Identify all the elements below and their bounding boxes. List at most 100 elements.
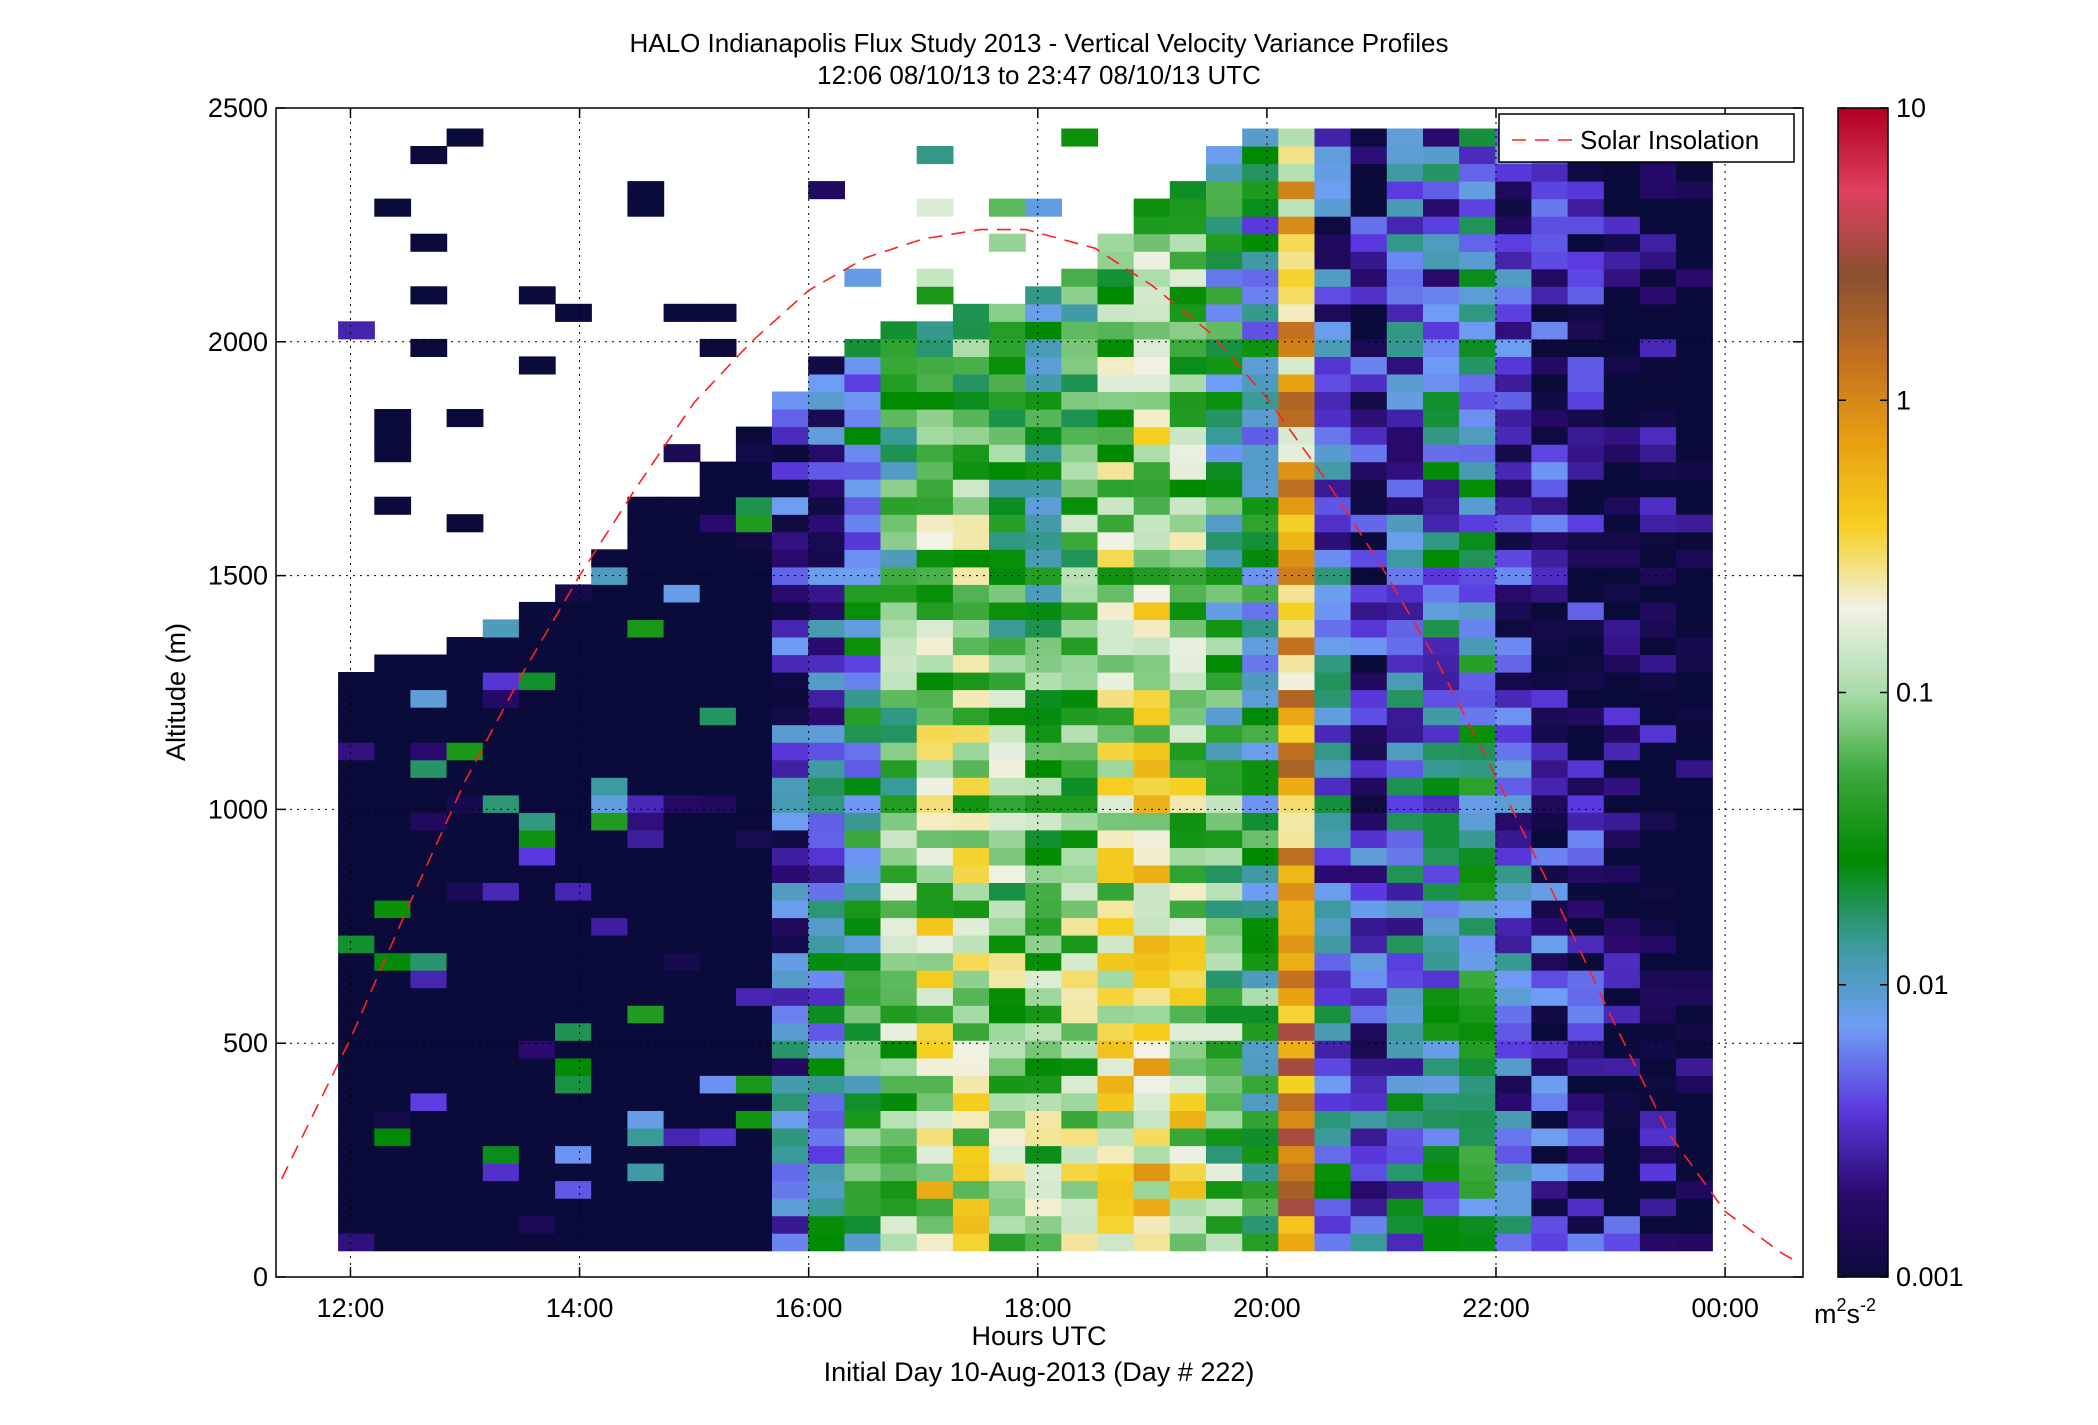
heatmap-cell (627, 496, 665, 515)
heatmap-cell (880, 777, 918, 796)
heatmap-cell (1423, 917, 1460, 936)
heatmap-cell (1386, 1092, 1424, 1111)
heatmap-cell (1423, 1040, 1460, 1059)
heatmap-cell (1639, 1163, 1677, 1182)
heatmap-cell (1531, 759, 1569, 778)
heatmap-cell (844, 426, 882, 445)
heatmap-cell (1278, 1092, 1316, 1111)
heatmap-cell (952, 829, 990, 848)
heatmap-cell (699, 637, 737, 656)
heatmap-cell (410, 1110, 448, 1129)
heatmap-cell (1133, 1075, 1171, 1094)
heatmap-cell (410, 917, 448, 936)
heatmap-cell (627, 1022, 665, 1041)
heatmap-cell (1242, 847, 1279, 866)
heatmap-cell (1603, 1022, 1641, 1041)
heatmap-cell (1169, 461, 1207, 480)
heatmap-cell (1025, 198, 1062, 217)
heatmap-cell (916, 672, 954, 691)
heatmap-cell (808, 952, 845, 971)
colorbar-tick-label: 0.01 (1896, 970, 1949, 1000)
heatmap-cell (699, 479, 737, 498)
heatmap-cell (1278, 321, 1316, 340)
heatmap-cell (1459, 146, 1496, 165)
heatmap-cell (1206, 356, 1243, 375)
heatmap-cell (1242, 689, 1279, 708)
heatmap-cell (1097, 689, 1135, 708)
heatmap-cell (1133, 829, 1171, 848)
heatmap-cell (844, 584, 882, 603)
heatmap-cell (772, 1163, 809, 1182)
heatmap-cell (916, 1128, 954, 1147)
heatmap-cell (699, 514, 737, 533)
heatmap-cell (1350, 1233, 1388, 1252)
heatmap-cell (1531, 426, 1569, 445)
heatmap-cell (1423, 391, 1460, 410)
heatmap-cell (518, 1057, 556, 1076)
heatmap-cell (916, 987, 954, 1006)
heatmap-cell (916, 742, 954, 761)
heatmap-cell (1133, 1057, 1171, 1076)
heatmap-cell (518, 829, 556, 848)
heatmap-cell (1639, 864, 1677, 883)
heatmap-cell (555, 794, 592, 813)
heatmap-cell (1242, 777, 1279, 796)
heatmap-cell (446, 514, 484, 533)
heatmap-cell (446, 1022, 484, 1041)
heatmap-cell (1242, 268, 1279, 287)
heatmap-cell (410, 1198, 448, 1217)
heatmap-cell (1676, 1040, 1713, 1059)
heatmap-cell (1206, 900, 1243, 919)
heatmap-cell (880, 654, 918, 673)
heatmap-cell (1531, 1163, 1569, 1182)
heatmap-cell (989, 1022, 1026, 1041)
heatmap-cell (1676, 1110, 1713, 1129)
heatmap-cell (1676, 777, 1713, 796)
heatmap-cell (880, 724, 918, 743)
heatmap-cell (1350, 654, 1388, 673)
heatmap-cell (880, 794, 918, 813)
heatmap-cell (1603, 268, 1641, 287)
heatmap-cell (808, 812, 845, 831)
heatmap-cell (446, 882, 484, 901)
heatmap-cell (338, 672, 375, 691)
heatmap-cell (989, 1075, 1026, 1094)
heatmap-cell (1495, 1180, 1533, 1199)
heatmap-cell (663, 812, 701, 831)
heatmap-cell (555, 1040, 592, 1059)
heatmap-cell (663, 1005, 701, 1024)
heatmap-cell (1097, 1075, 1135, 1094)
heatmap-cell (989, 672, 1026, 691)
heatmap-cell (1133, 917, 1171, 936)
heatmap-cell (410, 1215, 448, 1234)
heatmap-cell (1061, 356, 1099, 375)
colorbar-gradient (1837, 107, 1889, 1278)
heatmap-cell (1603, 321, 1641, 340)
heatmap-cell (374, 707, 412, 726)
heatmap-cell (1097, 1128, 1135, 1147)
heatmap-cell (518, 356, 556, 375)
heatmap-cell (1423, 251, 1460, 270)
heatmap-cell (1133, 952, 1171, 971)
heatmap-cell (1025, 952, 1062, 971)
heatmap-cell (1639, 742, 1677, 761)
heatmap-cell (989, 391, 1026, 410)
colorbar-unit-sup1: 2 (1837, 1295, 1847, 1315)
heatmap-cell (1206, 584, 1243, 603)
heatmap-cell (1061, 128, 1099, 147)
heatmap-cell (1495, 216, 1533, 235)
heatmap-cell (1025, 759, 1062, 778)
heatmap-cell (1278, 373, 1316, 392)
heatmap-cell (1567, 812, 1605, 831)
heatmap-cell (1350, 601, 1388, 620)
heatmap-cell (446, 987, 484, 1006)
heatmap-cell (844, 268, 882, 287)
heatmap-cell (1386, 303, 1424, 322)
heatmap-cell (1206, 479, 1243, 498)
x-tick-label: 12:00 (317, 1293, 385, 1323)
heatmap-cell (555, 847, 592, 866)
heatmap-cell (1350, 637, 1388, 656)
heatmap-cell (1567, 672, 1605, 691)
heatmap-cell (844, 1198, 882, 1217)
heatmap-cell (1061, 742, 1099, 761)
